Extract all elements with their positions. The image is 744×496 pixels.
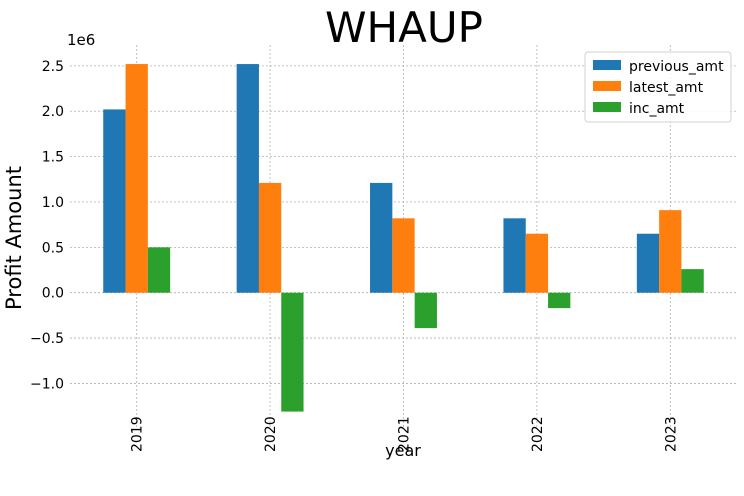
x-tick-label: 2019: [130, 416, 146, 452]
y-tick-label: 0.5: [42, 240, 64, 256]
chart-title: WHAUP: [325, 3, 483, 52]
legend-label-inc_amt: inc_amt: [629, 101, 685, 117]
y-tick-label: −1.0: [30, 376, 64, 392]
bar-previous_amt-2023: [636, 233, 660, 293]
bar-previous_amt-2019: [103, 109, 126, 293]
y-tick-label: −0.5: [30, 331, 64, 347]
x-axis-ticks: 2019 2020 2021 2022 2023: [130, 416, 680, 452]
legend-swatch-inc_amt: [593, 102, 621, 112]
y-axis-ticks: −1.0 −0.5 0.0 0.5 1.0 1.5 2.0 2.5: [30, 59, 64, 393]
legend-swatch-latest_amt: [593, 81, 621, 91]
y-tick-label: 0.0: [42, 286, 64, 302]
legend-label-previous_amt: previous_amt: [629, 59, 724, 75]
x-axis-label: year: [385, 441, 421, 460]
bar-inc_amt-2020: [281, 292, 304, 412]
legend-label-latest_amt: latest_amt: [629, 80, 704, 96]
bar-inc_amt-2021: [414, 292, 437, 329]
bar-latest_amt-2021: [392, 218, 415, 293]
bar-latest_amt-2020: [258, 182, 282, 293]
y-tick-label: 1.0: [42, 195, 64, 211]
legend-swatch-previous_amt: [593, 60, 621, 70]
bar-inc_amt-2023: [681, 269, 704, 293]
y-axis-label: Profit Amount: [2, 166, 26, 310]
bar-latest_amt-2019: [125, 64, 148, 293]
y-tick-label: 1.5: [42, 150, 64, 166]
legend-frame: [584, 51, 732, 123]
bar-inc_amt-2022: [548, 292, 571, 309]
bar-latest_amt-2023: [659, 210, 682, 293]
legend: previous_amt latest_amt inc_amt: [584, 51, 732, 123]
x-tick-label: 2022: [530, 416, 546, 452]
x-tick-label: 2021: [397, 416, 413, 452]
y-tick-label: 2.0: [42, 104, 64, 120]
bar-latest_amt-2022: [525, 233, 549, 293]
y-offset-label: 1e6: [67, 31, 95, 49]
y-tick-label: 2.5: [42, 59, 64, 75]
x-tick-label: 2023: [663, 416, 679, 452]
bar-previous_amt-2020: [236, 64, 259, 293]
bar-inc_amt-2019: [147, 247, 171, 293]
bars: [103, 64, 704, 412]
x-tick-label: 2020: [263, 416, 279, 452]
bar-previous_amt-2022: [503, 218, 526, 293]
bar-previous_amt-2021: [370, 182, 393, 293]
